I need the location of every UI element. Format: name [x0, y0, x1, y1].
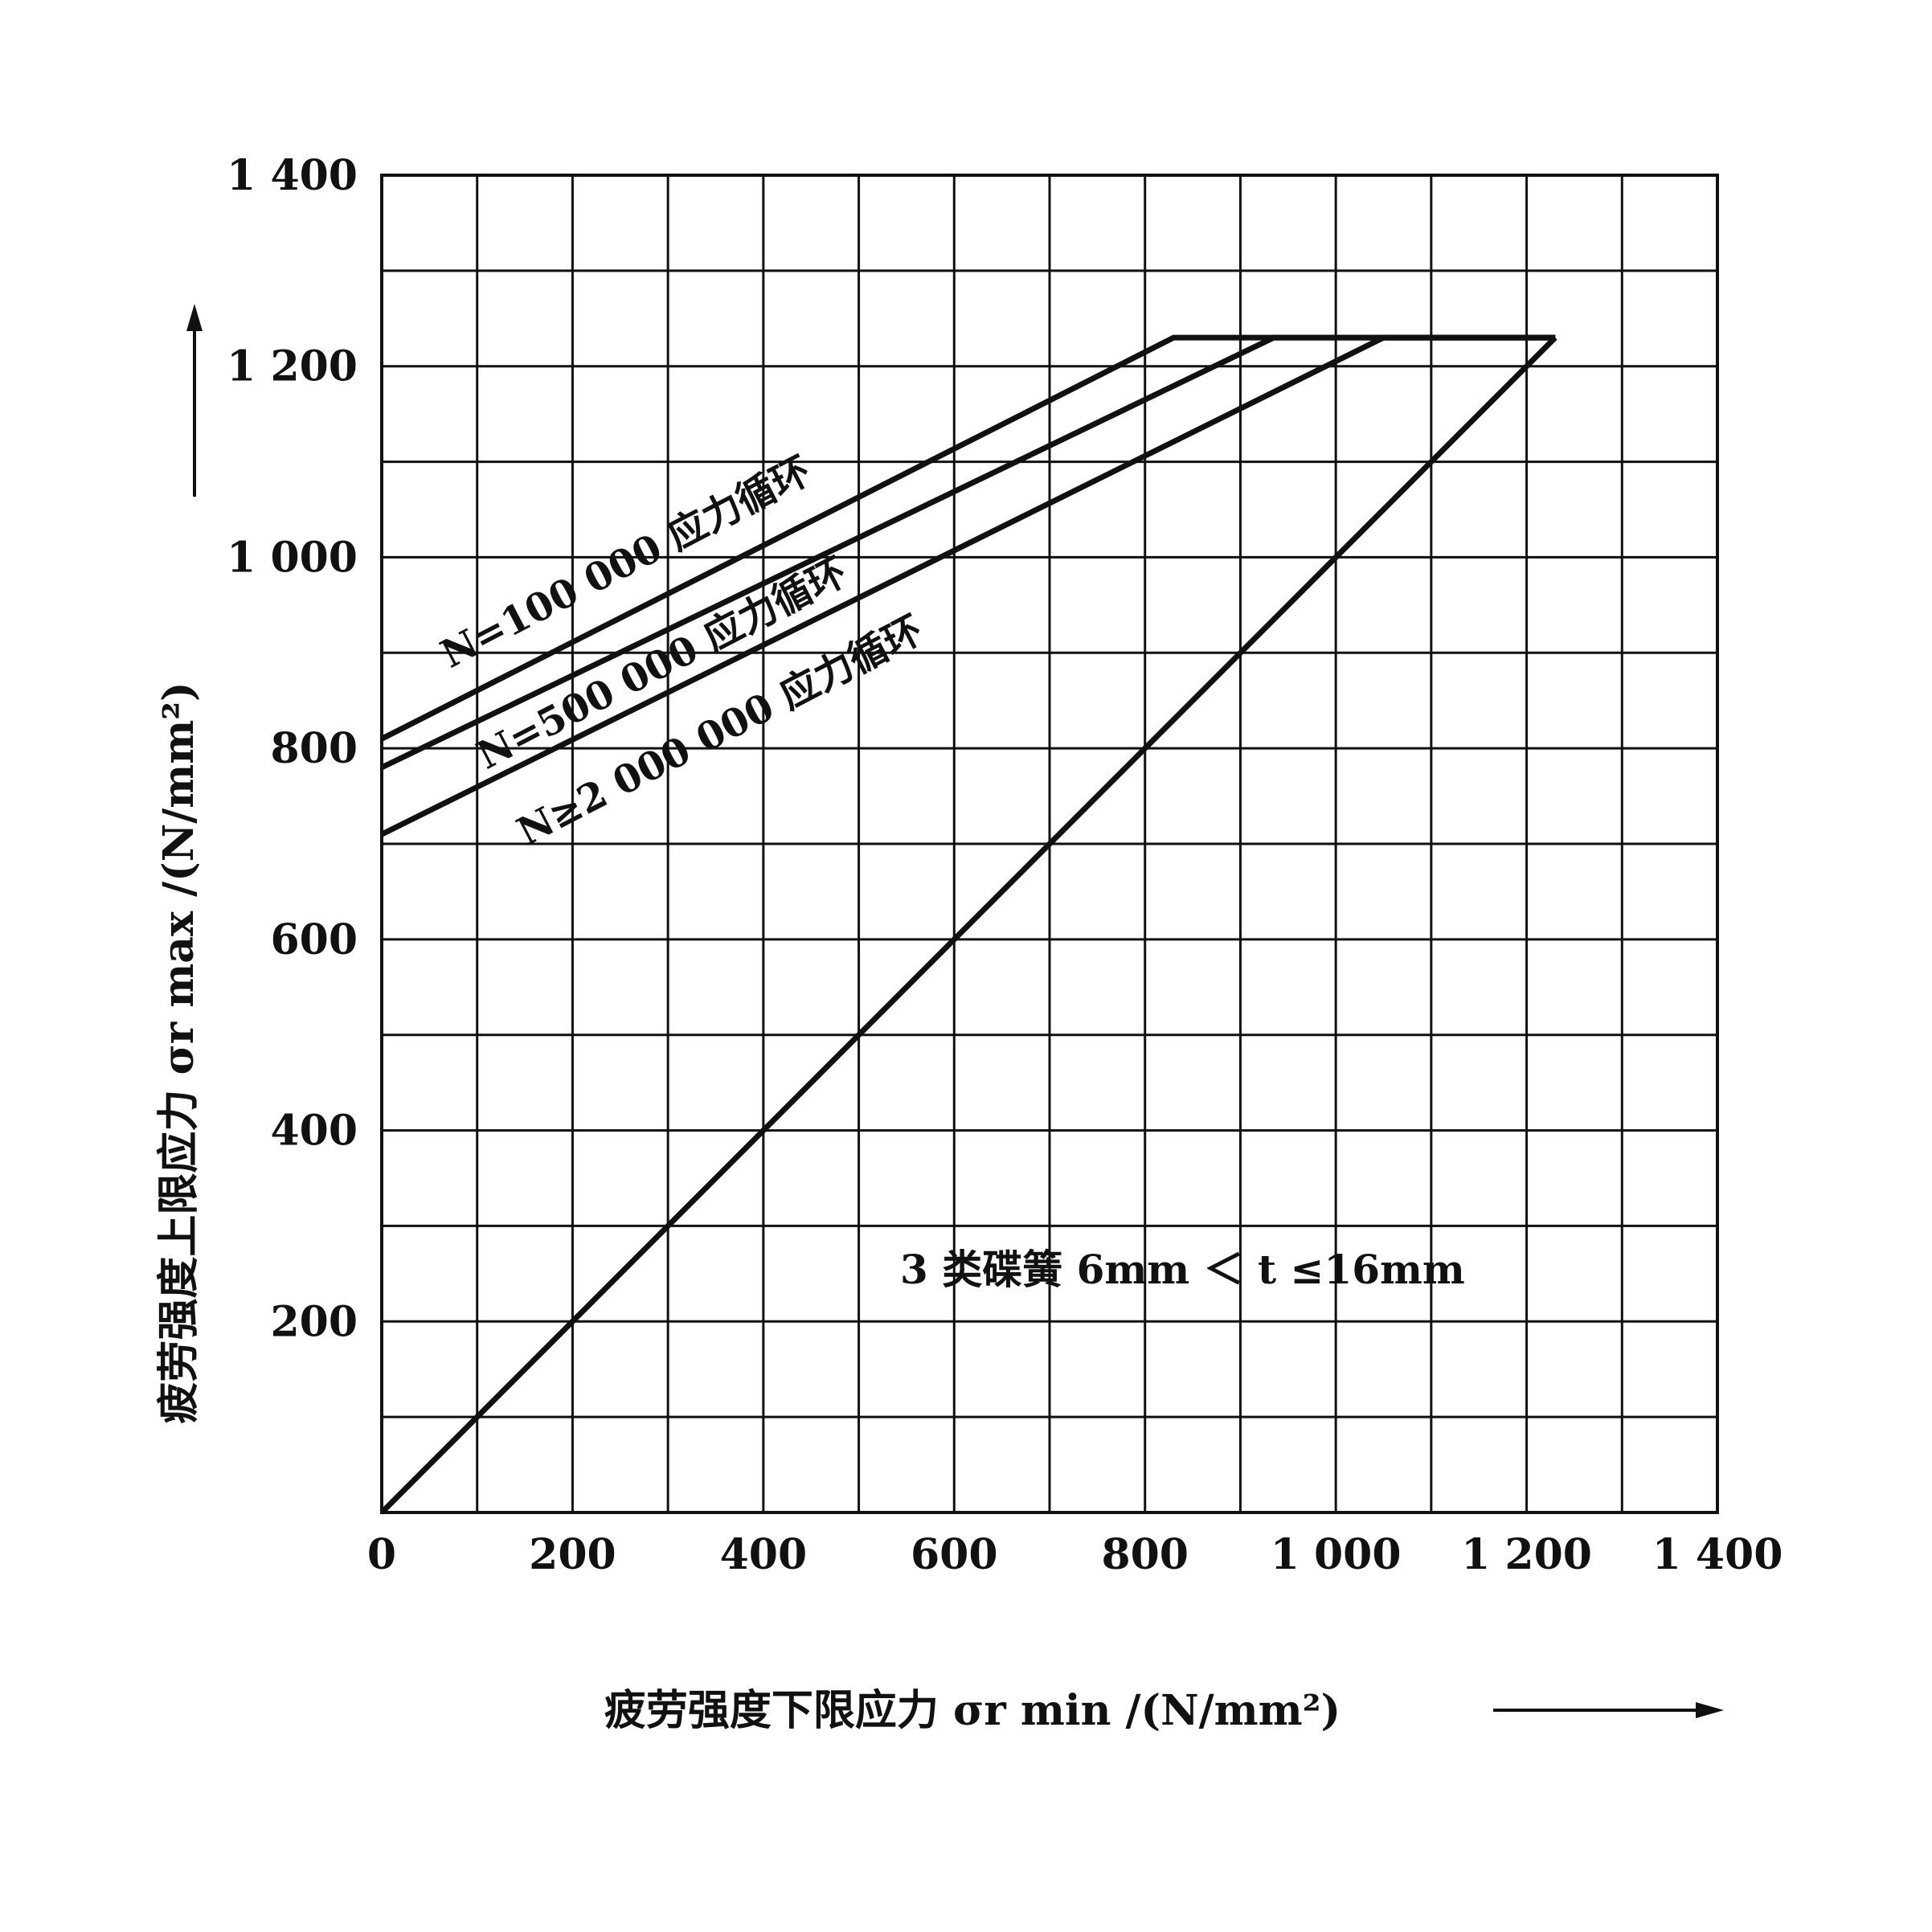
y-tick-label: 200 — [270, 1297, 358, 1346]
spring-class-annotation: 3 类碟簧 6mm ＜ t ≤16mm — [900, 1246, 1465, 1293]
y-axis-arrowhead — [186, 304, 203, 331]
x-axis-title: 疲劳强度下限应力 σr min /(N/mm²) — [604, 1686, 1724, 1735]
y-tick-label: 800 — [270, 724, 358, 773]
x-tick-label: 1 000 — [1271, 1530, 1402, 1579]
y-tick-label: 1 000 — [227, 533, 358, 582]
x-tick-label: 1 400 — [1652, 1530, 1783, 1579]
y-tick-label: 1 400 — [227, 151, 358, 200]
y-axis-label: 疲劳强度上限应力 σr max /(N/mm²) — [154, 682, 203, 1423]
x-tick-label: 200 — [529, 1530, 616, 1579]
y-tick-label: 600 — [270, 915, 358, 964]
series-lines — [379, 334, 1557, 1515]
plot-frame — [380, 174, 1719, 1514]
x-axis-label: 疲劳强度下限应力 σr min /(N/mm²) — [604, 1686, 1341, 1735]
x-tick-label: 400 — [720, 1530, 808, 1579]
y-axis-title: 疲劳强度上限应力 σr max /(N/mm²) — [154, 304, 203, 1424]
y-tick-label: 1 200 — [227, 342, 358, 391]
x-tick-label: 600 — [911, 1530, 998, 1579]
series-line-3 — [379, 335, 1557, 1515]
y-tick-label: 400 — [270, 1107, 358, 1156]
x-tick-label: 0 — [367, 1530, 396, 1579]
tick-labels: 0 200 400 600 800 1 000 1 200 1 400 200 400 600 800… — [227, 151, 1783, 1579]
series-line-2 — [380, 334, 1556, 837]
grid — [380, 174, 1719, 1514]
x-tick-label: 1 200 — [1461, 1530, 1592, 1579]
x-axis-arrowhead — [1696, 1702, 1724, 1718]
x-tick-label: 800 — [1101, 1530, 1189, 1579]
